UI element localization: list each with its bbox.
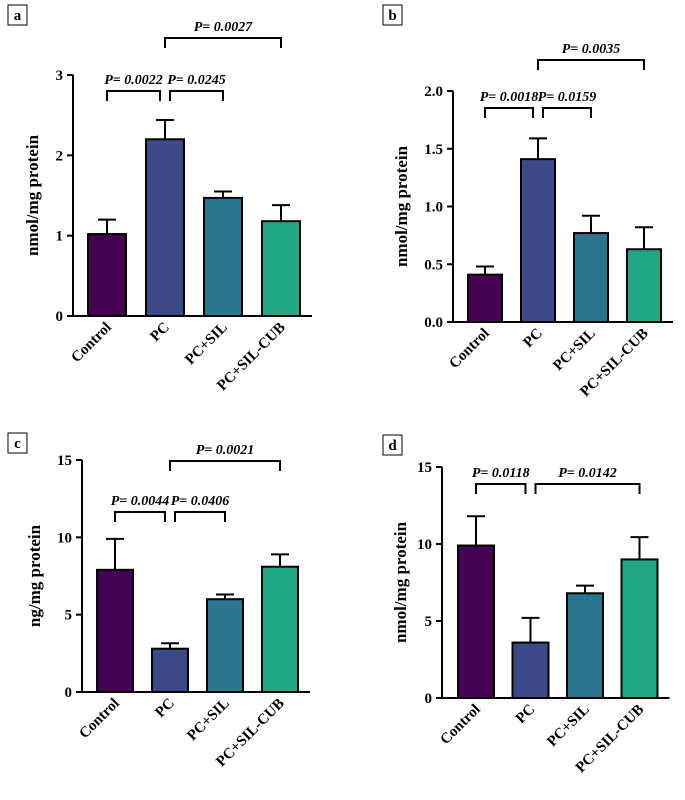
significance-bracket	[174, 511, 226, 522]
significance-bracket	[537, 59, 645, 70]
category-label: PC+SIL	[184, 696, 233, 745]
panel-letter: c	[14, 436, 21, 452]
bar-control	[96, 568, 134, 694]
y-tick-label: 1.0	[424, 200, 443, 216]
significance-bracket	[164, 37, 282, 48]
significance-bracket	[542, 107, 592, 118]
bar-pc-sil	[566, 592, 604, 699]
category-label: PC	[513, 702, 538, 727]
significance-bracket	[114, 511, 166, 522]
y-tick-label: 15	[57, 453, 72, 469]
panel-letter: a	[14, 8, 22, 24]
bar-pc-sil	[206, 598, 244, 693]
y-tick-label: 10	[57, 530, 72, 546]
y-axis-label: nmol/mg protein	[391, 521, 410, 643]
significance-bracket	[534, 483, 641, 494]
y-tick-label: 0	[56, 309, 64, 325]
y-tick-label: 5	[65, 608, 73, 624]
significance-bracket	[475, 483, 527, 494]
y-tick-label: 3	[56, 68, 64, 84]
p-value-label: P= 0.0406	[171, 494, 230, 509]
significance-bracket	[169, 90, 224, 101]
category-label: PC	[152, 696, 177, 721]
bar-pc-sil-cub	[620, 558, 659, 699]
bar-control	[467, 273, 503, 323]
category-label: Control	[76, 696, 122, 742]
p-value-label: P= 0.0142	[558, 466, 617, 481]
p-value-label: P= 0.0118	[472, 466, 530, 481]
y-tick-label: 15	[417, 460, 432, 476]
category-label: Control	[68, 320, 114, 366]
p-value-label: P= 0.0035	[562, 42, 621, 57]
category-label: PC+SIL	[182, 320, 231, 369]
significance-bracket	[169, 460, 281, 471]
p-value-label: P= 0.0027	[194, 20, 254, 35]
y-tick-label: 0	[65, 685, 73, 701]
p-value-label: P= 0.0245	[167, 73, 226, 88]
panel-letter-box	[382, 434, 403, 456]
p-value-label: P= 0.0018	[480, 90, 539, 105]
y-tick-label: 2	[56, 148, 64, 164]
bar-pc	[520, 158, 556, 323]
category-label: Control	[446, 326, 492, 372]
significance-bracket	[484, 107, 534, 118]
bar-control	[457, 544, 495, 699]
category-label: PC	[147, 320, 172, 345]
y-tick-label: 0.5	[424, 257, 443, 273]
panel-letter-box	[7, 4, 28, 26]
bar-pc-sil-cub	[261, 220, 301, 317]
bar-pc-sil	[573, 232, 609, 323]
bar-control	[87, 233, 127, 317]
y-tick-label: 1	[56, 229, 64, 245]
panel-letter: d	[388, 438, 397, 454]
y-tick-label: 0.0	[424, 315, 443, 331]
bar-pc-sil	[203, 196, 243, 317]
panel-letter-box	[7, 432, 28, 454]
y-axis-label: ng/mg protein	[25, 524, 44, 627]
p-value-label: P= 0.0044	[111, 494, 170, 509]
y-tick-label: 5	[425, 614, 433, 630]
significance-bracket	[106, 90, 161, 101]
y-axis-label: nmol/mg protein	[392, 145, 411, 267]
y-axis-label: nmol/mg protein	[23, 134, 42, 256]
y-tick-label: 10	[417, 537, 432, 553]
panel-letter: b	[388, 8, 396, 24]
bar-pc-sil-cub	[626, 248, 662, 323]
y-tick-label: 1.5	[424, 142, 443, 158]
category-label: PC	[520, 326, 545, 351]
category-label: PC+SIL	[550, 326, 599, 375]
bar-pc	[151, 647, 189, 693]
panel-letter-box	[382, 4, 403, 26]
bar-pc	[511, 641, 550, 699]
category-label: Control	[437, 702, 483, 748]
panel-b: b 0.0 0.5 1.0 1.5 2.0 nmol/mg protein Control PC…	[382, 4, 673, 400]
y-tick-label: 2.0	[424, 84, 443, 100]
bar-pc-sil-cub	[261, 565, 299, 693]
y-tick-label: 0	[425, 691, 433, 707]
p-value-label: P= 0.0159	[538, 90, 597, 105]
bar-pc	[145, 138, 185, 317]
p-value-label: P= 0.0022	[104, 73, 163, 88]
category-label: PC+SIL	[544, 702, 593, 751]
p-value-label: P= 0.0021	[196, 443, 255, 458]
